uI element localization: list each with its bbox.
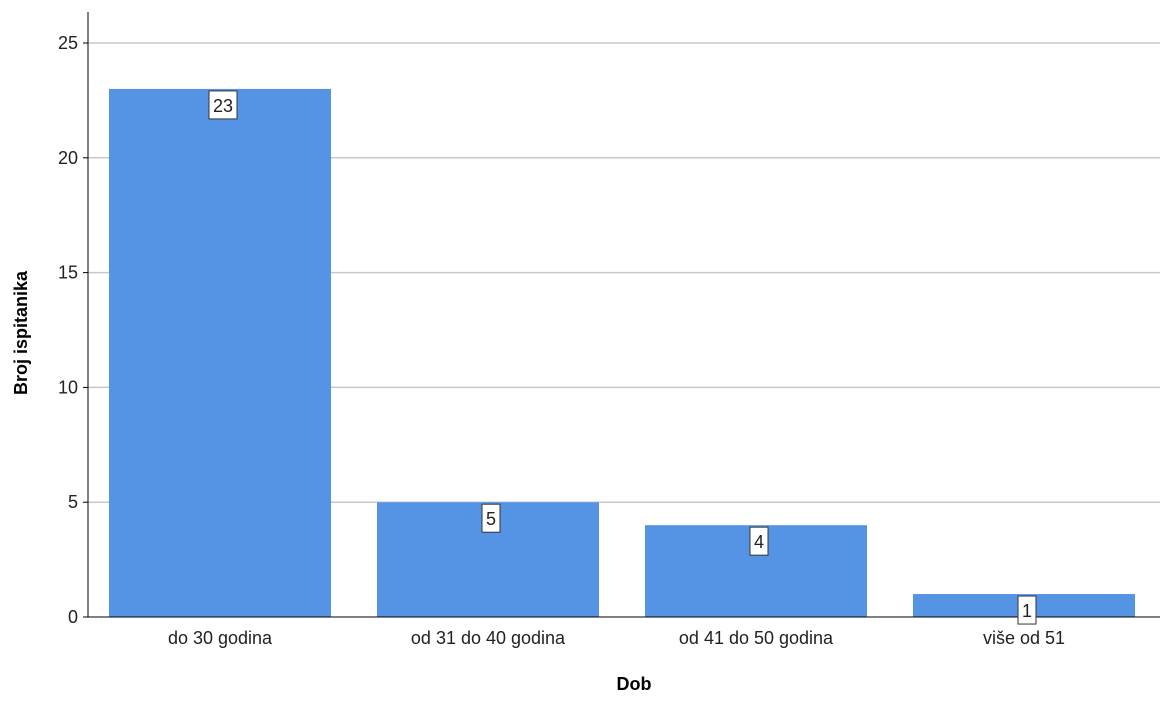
data-label-text: 5 bbox=[486, 509, 496, 529]
x-tick-label: od 41 do 50 godina bbox=[679, 628, 834, 648]
data-label-text: 23 bbox=[213, 96, 233, 116]
y-axis-title: Broj ispitanika bbox=[11, 270, 31, 395]
data-label-text: 1 bbox=[1022, 601, 1032, 621]
bar bbox=[109, 88, 331, 618]
y-tick-label: 0 bbox=[68, 607, 78, 627]
x-axis-title: Dob bbox=[617, 674, 652, 694]
data-label: 5 bbox=[481, 503, 501, 533]
x-tick-label: do 30 godina bbox=[168, 628, 273, 648]
x-tick-label: više od 51 bbox=[983, 628, 1065, 648]
y-tick-label: 5 bbox=[68, 492, 78, 512]
bars bbox=[109, 88, 1135, 618]
x-tick-label: od 31 do 40 godina bbox=[411, 628, 566, 648]
data-label-box bbox=[749, 526, 769, 556]
y-tick-label: 25 bbox=[58, 33, 78, 53]
data-label: 23 bbox=[208, 90, 238, 120]
data-label-box bbox=[1017, 595, 1037, 625]
data-labels: 23 5 4 1 bbox=[208, 90, 1037, 625]
data-label: 4 bbox=[749, 526, 769, 556]
y-tick-label: 10 bbox=[58, 377, 78, 397]
data-label-text: 4 bbox=[754, 532, 764, 552]
y-tick-label: 15 bbox=[58, 263, 78, 283]
data-label-box bbox=[481, 503, 501, 533]
y-tick-label: 20 bbox=[58, 148, 78, 168]
data-label: 1 bbox=[1017, 595, 1037, 625]
data-label-box bbox=[208, 90, 238, 120]
